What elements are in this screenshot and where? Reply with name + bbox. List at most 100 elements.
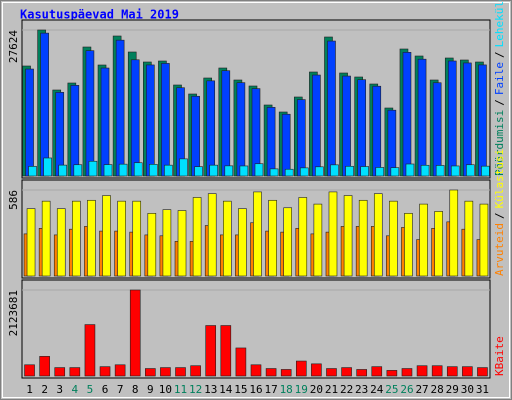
bar	[280, 369, 292, 377]
bar	[330, 164, 339, 177]
bar	[450, 165, 460, 177]
x-tick-label: 23	[355, 383, 368, 396]
bar	[283, 207, 292, 277]
bar	[179, 158, 188, 177]
bar	[326, 368, 337, 377]
bar	[100, 67, 110, 177]
bar	[70, 85, 80, 177]
x-tick-label: 21	[325, 383, 338, 396]
bar	[129, 289, 141, 377]
bar	[387, 109, 397, 177]
x-tick-label: 20	[310, 383, 323, 396]
bar	[447, 60, 457, 177]
bar	[85, 50, 95, 177]
bar	[84, 324, 96, 377]
bar	[194, 166, 203, 177]
x-tick-label: 29	[446, 383, 459, 396]
x-tick-label: 17	[264, 383, 277, 396]
bar	[477, 367, 488, 377]
bar	[223, 200, 232, 277]
x-tick-label: 11	[174, 383, 187, 396]
x-tick-label: 4	[72, 383, 79, 396]
x-tick-label: 2	[41, 383, 48, 396]
bar	[405, 163, 415, 177]
bar	[357, 79, 366, 177]
bar	[328, 191, 338, 277]
bar	[265, 368, 277, 377]
bar	[269, 168, 279, 177]
bar	[313, 203, 323, 277]
bar	[253, 191, 262, 277]
bar	[221, 70, 231, 177]
bar	[117, 200, 126, 277]
bar	[72, 200, 81, 277]
bar	[115, 39, 125, 177]
bar	[389, 200, 398, 277]
x-tick-label: 15	[234, 383, 247, 396]
panel	[21, 279, 491, 379]
x-tick-label: 31	[476, 383, 489, 396]
x-tick-label: 1	[26, 383, 33, 396]
x-tick-label: 3	[56, 383, 63, 396]
bar	[236, 82, 246, 177]
bar	[73, 164, 83, 177]
x-tick-label: 12	[189, 383, 202, 396]
bar	[206, 80, 216, 177]
x-tick-label: 30	[461, 383, 474, 396]
x-tick-label: 25	[385, 383, 398, 396]
bar	[103, 164, 113, 177]
x-tick-label: 6	[102, 383, 109, 396]
bar	[434, 211, 443, 277]
bar	[87, 199, 96, 277]
bar	[343, 195, 353, 277]
bar	[26, 208, 36, 277]
bar	[266, 107, 276, 177]
x-tick-label: 5	[87, 383, 94, 396]
bar	[56, 208, 66, 277]
bar	[327, 40, 336, 177]
bar	[466, 164, 475, 177]
bar	[296, 99, 306, 177]
bar	[311, 363, 322, 377]
bar	[190, 365, 201, 377]
bar	[58, 164, 68, 177]
x-tick-label: 24	[370, 383, 384, 396]
bar	[299, 167, 309, 177]
legend-label: Arvuteid	[493, 223, 506, 276]
bar	[146, 64, 155, 177]
y-tick-label: 2123681	[7, 290, 20, 336]
bar	[177, 210, 187, 277]
bar	[39, 356, 50, 377]
bar	[356, 369, 367, 377]
bar	[40, 32, 49, 177]
bar	[481, 165, 490, 177]
bar	[386, 370, 398, 377]
bar	[463, 62, 472, 177]
bar	[191, 95, 200, 177]
bar	[464, 200, 474, 277]
bar	[239, 165, 249, 177]
bar	[360, 166, 369, 177]
bar	[372, 85, 382, 177]
bar	[478, 64, 487, 177]
x-tick-label: 26	[400, 383, 413, 396]
bar	[54, 367, 66, 377]
legend-separator: /	[493, 99, 506, 106]
bar	[404, 213, 413, 277]
bar	[132, 200, 142, 277]
bar	[284, 168, 294, 177]
bar	[431, 365, 443, 377]
bar	[268, 199, 277, 277]
bar	[192, 197, 202, 277]
legend-label: KBaite	[493, 336, 506, 376]
bar	[99, 366, 111, 377]
bar	[209, 164, 219, 177]
bar	[479, 203, 489, 277]
bar	[149, 164, 158, 177]
bar	[147, 213, 157, 277]
bar	[298, 197, 308, 277]
x-tick-label: 14	[219, 383, 233, 396]
bar	[373, 193, 383, 277]
bar	[402, 52, 412, 177]
